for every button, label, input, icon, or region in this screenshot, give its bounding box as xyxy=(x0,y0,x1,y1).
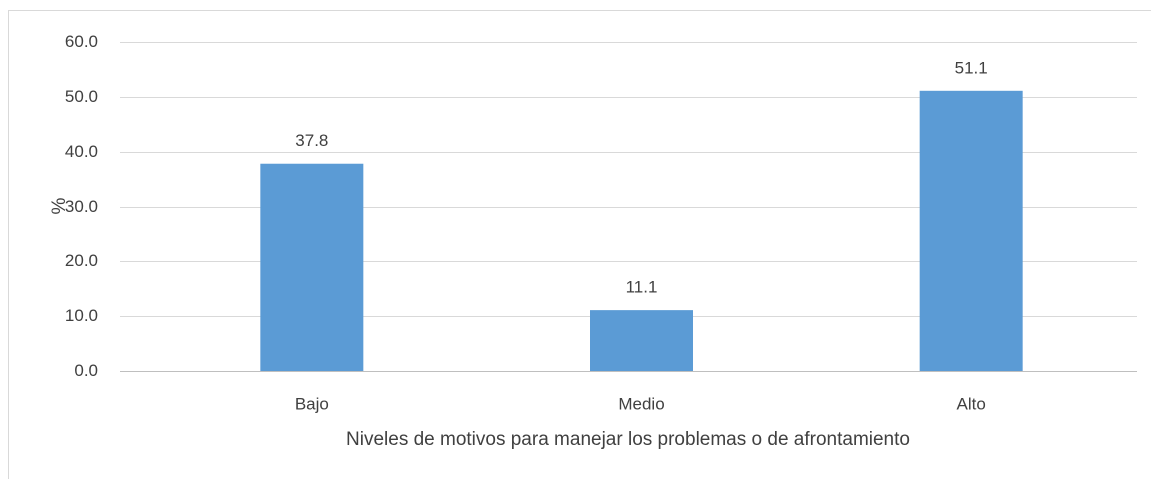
x-tick-label: Medio xyxy=(618,394,664,413)
y-tick-label: 30.0 xyxy=(65,197,98,216)
x-tick-label: Bajo xyxy=(295,394,329,413)
y-tick-label: 60.0 xyxy=(65,32,98,51)
y-axis-label: % xyxy=(49,197,70,214)
y-tick-label: 0.0 xyxy=(74,361,98,380)
y-tick-label: 20.0 xyxy=(65,251,98,270)
data-label: 37.8 xyxy=(295,131,328,150)
bar xyxy=(919,90,1023,371)
y-tick-label: 10.0 xyxy=(65,306,98,325)
y-tick-label: 40.0 xyxy=(65,142,98,161)
bar xyxy=(590,310,693,371)
data-label: 51.1 xyxy=(955,58,988,77)
y-tick-label: 50.0 xyxy=(65,87,98,106)
x-axis-label: Niveles de motivos para manejar los prob… xyxy=(346,429,910,450)
bar xyxy=(260,163,364,371)
data-label: 11.1 xyxy=(626,278,658,297)
x-tick-label: Alto xyxy=(957,394,986,413)
chart-border xyxy=(8,10,1151,479)
